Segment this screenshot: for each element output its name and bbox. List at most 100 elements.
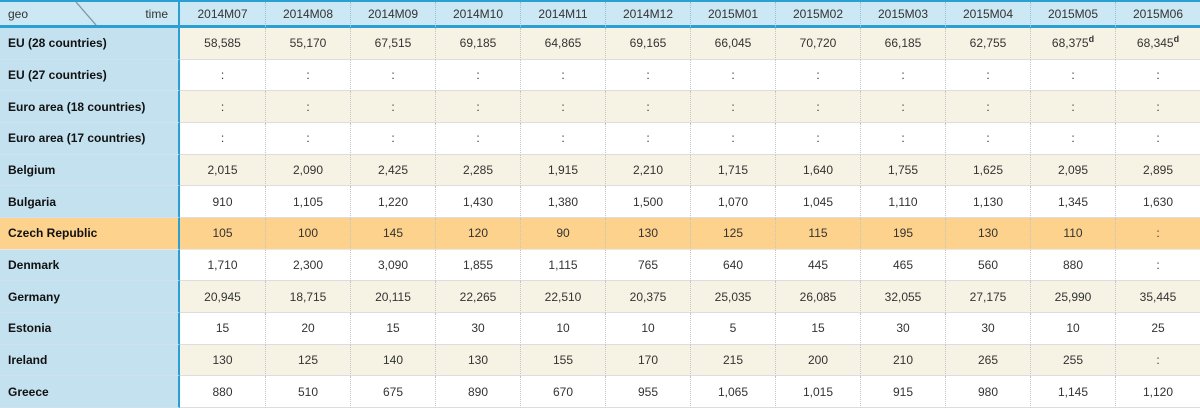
cell-value: 880 bbox=[1062, 257, 1084, 272]
value-cell: : bbox=[1030, 59, 1115, 92]
value-cell: 140 bbox=[350, 344, 435, 377]
table-row[interactable]: Euro area (17 countries):::::::::::: bbox=[0, 122, 1200, 155]
table-row[interactable]: EU (27 countries):::::::::::: bbox=[0, 59, 1200, 92]
value-cell: 910 bbox=[180, 186, 265, 218]
value-cell: : bbox=[1030, 122, 1115, 155]
table-row[interactable]: Estonia 15 20 15 30 10 10 5 15 30 30 10 25 bbox=[0, 312, 1200, 345]
value-cell: : bbox=[520, 91, 605, 123]
value-cell: 880 bbox=[180, 376, 265, 408]
value-cell: 68,375d bbox=[1030, 28, 1115, 60]
cell-value: 10 bbox=[1066, 321, 1080, 336]
table-row[interactable]: Greece 880 510 675 890 670 955 1,065 1,015 915 980… bbox=[0, 376, 1200, 408]
value-cell: : bbox=[690, 59, 775, 92]
cell-value: 1,145 bbox=[1057, 384, 1089, 399]
value-cell: 30 bbox=[860, 312, 945, 345]
value-cell: 890 bbox=[435, 376, 520, 408]
table-row[interactable]: EU (28 countries) 58,585 55,170 67,515 69,18… bbox=[0, 28, 1200, 60]
cell-value: 1,715 bbox=[717, 162, 749, 177]
value-cell: 10 bbox=[520, 312, 605, 345]
value-cell: : bbox=[945, 91, 1030, 123]
cell-value: 670 bbox=[552, 384, 574, 399]
cell-value: 69,165 bbox=[629, 36, 667, 51]
cell-value: 215 bbox=[722, 352, 744, 367]
value-cell: 1,345 bbox=[1030, 186, 1115, 218]
flag-superscript: d bbox=[1173, 34, 1180, 45]
value-cell: 130 bbox=[180, 344, 265, 377]
value-cell: : bbox=[1115, 249, 1200, 282]
value-cell: 1,145 bbox=[1030, 376, 1115, 408]
cell-value: 64,865 bbox=[544, 36, 582, 51]
table-row[interactable]: Belgium 2,015 2,090 2,425 2,285 1,915 2,210 1,7… bbox=[0, 154, 1200, 187]
cell-value: 465 bbox=[892, 257, 914, 272]
cell-value: 195 bbox=[892, 226, 914, 241]
value-cell: 1,755 bbox=[860, 154, 945, 187]
cell-value: 1,115 bbox=[548, 257, 578, 272]
cell-value: 69,185 bbox=[459, 36, 497, 51]
cell-value: 110 bbox=[1063, 226, 1083, 241]
cell-value: 2,425 bbox=[377, 162, 409, 177]
value-cell: : bbox=[435, 91, 520, 123]
cell-value: 1,380 bbox=[547, 194, 579, 209]
value-cell: 1,120 bbox=[1115, 376, 1200, 408]
table-row[interactable]: Euro area (18 countries):::::::::::: bbox=[0, 91, 1200, 123]
cell-value: : bbox=[986, 131, 990, 146]
value-cell: : bbox=[775, 122, 860, 155]
geo-axis-label: geo bbox=[8, 6, 29, 21]
cell-value: 30 bbox=[981, 321, 995, 336]
table-row[interactable]: Czech Republic 105 100 145 120 90 130 125 115 195… bbox=[0, 217, 1200, 250]
value-cell: : bbox=[520, 59, 605, 92]
value-cell: 15 bbox=[350, 312, 435, 345]
value-cell: : bbox=[775, 91, 860, 123]
cell-value: : bbox=[816, 99, 820, 114]
table-row[interactable]: Germany 20,945 18,715 20,115 22,265 22,510 20,… bbox=[0, 281, 1200, 313]
cell-value: 15 bbox=[386, 321, 400, 336]
cell-value: 210 bbox=[892, 352, 914, 367]
value-cell: : bbox=[435, 122, 520, 155]
value-cell: 640 bbox=[690, 249, 775, 282]
cell-value: 26,085 bbox=[799, 289, 837, 304]
row-label: Bulgaria bbox=[0, 186, 180, 218]
value-cell: 22,510 bbox=[520, 281, 605, 313]
cell-value: 1,345 bbox=[1057, 194, 1089, 209]
cell-value: 1,105 bbox=[292, 194, 324, 209]
value-cell: 465 bbox=[860, 249, 945, 282]
value-cell: 1,015 bbox=[775, 376, 860, 408]
table-row[interactable]: Bulgaria 910 1,105 1,220 1,430 1,380 1,500 1,07… bbox=[0, 186, 1200, 218]
cell-value: : bbox=[646, 99, 650, 114]
value-cell: 215 bbox=[690, 344, 775, 377]
value-cell: 1,855 bbox=[435, 249, 520, 282]
value-cell: 1,500 bbox=[605, 186, 690, 218]
cell-value: 20 bbox=[301, 321, 315, 336]
value-cell: 1,630 bbox=[1115, 186, 1200, 218]
cell-value: 1,855 bbox=[462, 257, 494, 272]
table-row[interactable]: Ireland 130 125 140 130 155 170 215 200 210 265 255… bbox=[0, 344, 1200, 377]
cell-value: : bbox=[901, 67, 905, 82]
value-cell: 1,220 bbox=[350, 186, 435, 218]
value-cell: 5 bbox=[690, 312, 775, 345]
cell-value: : bbox=[561, 99, 565, 114]
cell-value: : bbox=[306, 131, 310, 146]
value-cell: : bbox=[605, 91, 690, 123]
cell-value: : bbox=[731, 131, 735, 146]
cell-value: 910 bbox=[212, 194, 233, 209]
value-cell: 68,345d bbox=[1115, 28, 1200, 60]
cell-value: 2,090 bbox=[292, 162, 324, 177]
value-cell: 1,045 bbox=[775, 186, 860, 218]
cell-value: 35,445 bbox=[1139, 289, 1177, 304]
cell-value: 2,015 bbox=[207, 162, 238, 177]
value-cell: 27,175 bbox=[945, 281, 1030, 313]
value-cell: 2,425 bbox=[350, 154, 435, 187]
cell-value: 70,720 bbox=[799, 36, 837, 51]
value-cell: : bbox=[1115, 344, 1200, 377]
value-cell: 880 bbox=[1030, 249, 1115, 282]
table-row[interactable]: Denmark 1,710 2,300 3,090 1,855 1,115 765 640 44… bbox=[0, 249, 1200, 282]
cell-value: 130 bbox=[212, 352, 233, 367]
cell-value: : bbox=[476, 131, 480, 146]
value-cell: 90 bbox=[520, 217, 605, 250]
cell-value: 125 bbox=[297, 352, 319, 367]
value-cell: 195 bbox=[860, 217, 945, 250]
cell-value: : bbox=[1156, 352, 1160, 367]
value-cell: : bbox=[1115, 217, 1200, 250]
cell-value: : bbox=[646, 131, 650, 146]
cell-value: 1,755 bbox=[887, 162, 919, 177]
